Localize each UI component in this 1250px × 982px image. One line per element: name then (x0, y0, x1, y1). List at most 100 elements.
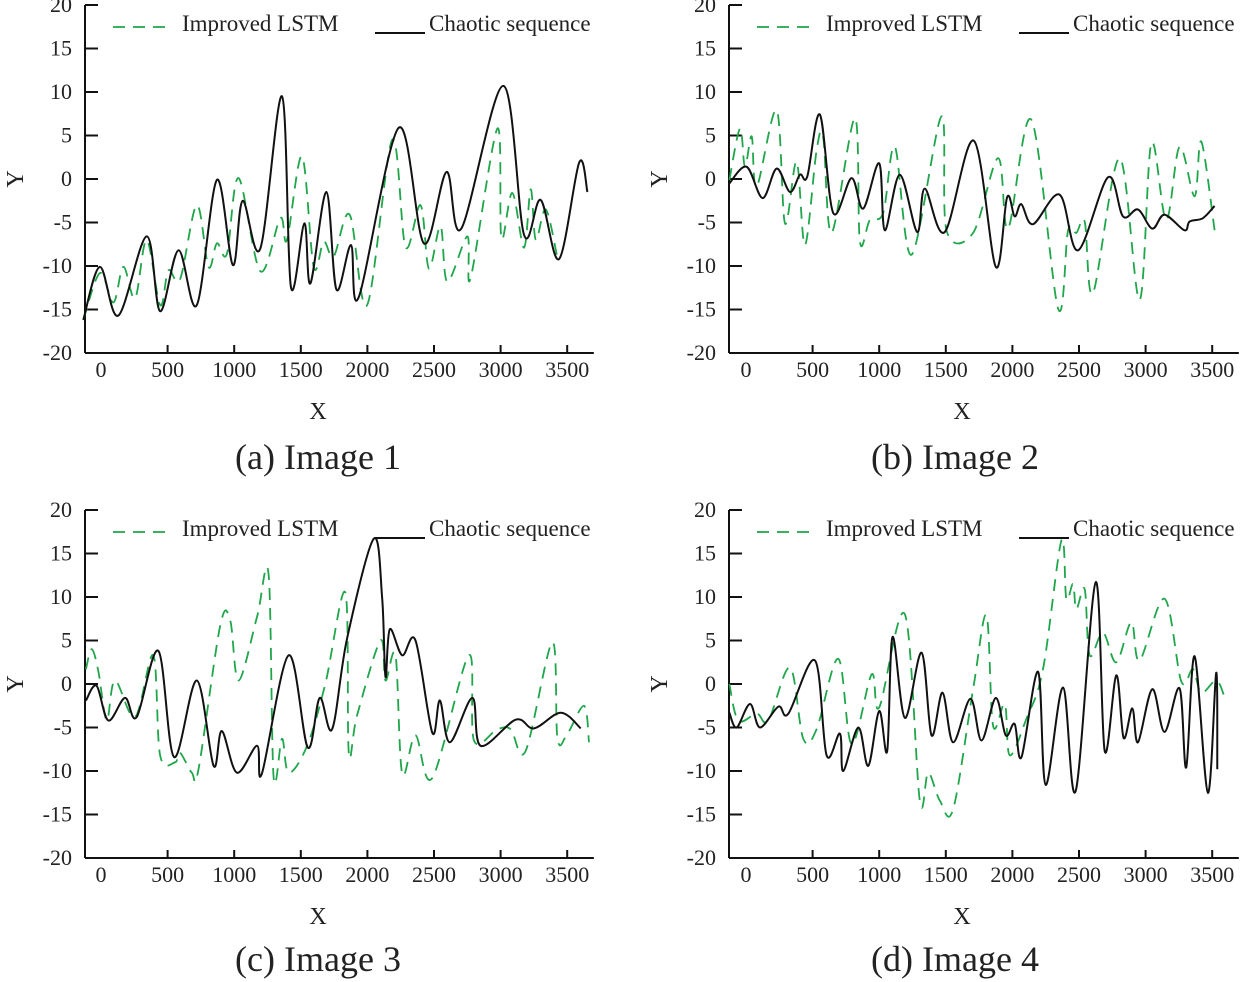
y-tick-label: 0 (61, 166, 72, 191)
x-tick-label: 3500 (545, 357, 589, 382)
x-tick-label: 3000 (479, 357, 523, 382)
x-tick-label: 2500 (412, 357, 456, 382)
legend: Improved LSTM Chaotic sequence (113, 11, 591, 36)
y-tick-label: 20 (50, 497, 72, 522)
legend-label-chaotic-sequence: Chaotic sequence (429, 516, 591, 541)
subplot-caption: (b) Image 2 (871, 437, 1039, 477)
y-tick-label: -20 (43, 340, 72, 365)
x-axis-label: X (309, 399, 326, 425)
series-improved-lstm-line (728, 538, 1226, 818)
legend: Improved LSTM Chaotic sequence (113, 516, 591, 541)
series-improved-lstm-line (85, 565, 590, 785)
y-tick-label: 15 (694, 541, 716, 566)
series-improved-lstm-line (82, 127, 559, 321)
x-tick-label: 2500 (1057, 357, 1101, 382)
y-tick-label: 0 (705, 671, 716, 696)
legend-label-improved-lstm: Improved LSTM (182, 11, 339, 36)
y-tick-label: 15 (694, 36, 716, 61)
x-tick-label: 3500 (545, 862, 589, 887)
x-tick-label: 1000 (857, 862, 901, 887)
y-tick-label: -15 (687, 802, 716, 827)
y-tick-label: -20 (687, 340, 716, 365)
x-tick-label: 0 (741, 357, 752, 382)
subplot-d: 20 15 10 5 0 -5 -10 -15 -20 0 500 1000 1500 2000 2500 3… (647, 497, 1239, 979)
y-tick-label: 20 (50, 0, 72, 17)
y-tick-label: -10 (43, 758, 72, 783)
x-tick-label: 2000 (345, 357, 389, 382)
x-tick-label: 3500 (1190, 862, 1234, 887)
y-tick-label: -10 (687, 758, 716, 783)
subplot-b: 20 15 10 5 0 -5 -10 -15 -20 0 500 1000 1500 2000 2500 3… (647, 0, 1239, 477)
y-tick-label: 0 (61, 671, 72, 696)
legend-label-improved-lstm: Improved LSTM (182, 516, 339, 541)
y-axis-label: Y (3, 170, 29, 187)
legend-label-chaotic-sequence: Chaotic sequence (1073, 11, 1235, 36)
y-tick-label: 10 (50, 584, 72, 609)
legend: Improved LSTM Chaotic sequence (757, 11, 1235, 36)
y-tick-label: 15 (50, 36, 72, 61)
x-tick-label: 1500 (279, 862, 323, 887)
legend-label-chaotic-sequence: Chaotic sequence (429, 11, 591, 36)
x-axis-label: X (953, 904, 970, 930)
y-tick-label: -5 (698, 715, 716, 740)
x-tick-label: 2500 (1057, 862, 1101, 887)
x-tick-label: 500 (151, 357, 184, 382)
x-tick-label: 3000 (1124, 862, 1168, 887)
x-tick-label: 3000 (479, 862, 523, 887)
y-tick-label: -5 (54, 210, 72, 235)
series-chaotic-sequence-line (728, 113, 1216, 269)
x-tick-label: 1500 (924, 357, 968, 382)
y-tick-label: -15 (687, 297, 716, 322)
subplot-caption: (d) Image 4 (871, 939, 1039, 979)
y-tick-label: 5 (61, 123, 72, 148)
y-axis-label: Y (647, 675, 673, 692)
x-tick-label: 2500 (412, 862, 456, 887)
x-axis-label: X (309, 904, 326, 930)
y-tick-label: -20 (687, 845, 716, 870)
y-tick-label: -5 (698, 210, 716, 235)
y-tick-label: -15 (43, 297, 72, 322)
x-axis-label: X (953, 399, 970, 425)
series-chaotic-sequence-line (82, 84, 589, 321)
y-tick-label: -5 (54, 715, 72, 740)
y-tick-label: 15 (50, 541, 72, 566)
legend-label-chaotic-sequence: Chaotic sequence (1073, 516, 1235, 541)
subplot-caption: (c) Image 3 (235, 939, 401, 979)
y-tick-label: 20 (694, 0, 716, 17)
y-tick-label: -10 (43, 253, 72, 278)
y-tick-label: 10 (50, 79, 72, 104)
x-tick-label: 1000 (857, 357, 901, 382)
x-tick-label: 2000 (345, 862, 389, 887)
x-tick-label: 1500 (279, 357, 323, 382)
x-tick-label: 0 (96, 862, 107, 887)
y-tick-label: 10 (694, 79, 716, 104)
y-tick-label: 20 (694, 497, 716, 522)
subplot-c: 20 15 10 5 0 -5 -10 -15 -20 0 500 1000 1500 2000 2500 3… (3, 497, 594, 979)
y-tick-label: -15 (43, 802, 72, 827)
x-tick-label: 1500 (924, 862, 968, 887)
y-tick-label: -20 (43, 845, 72, 870)
legend-label-improved-lstm: Improved LSTM (826, 516, 983, 541)
x-tick-label: 1000 (212, 862, 256, 887)
x-tick-label: 500 (151, 862, 184, 887)
x-tick-label: 500 (796, 357, 829, 382)
x-tick-label: 0 (741, 862, 752, 887)
legend: Improved LSTM Chaotic sequence (757, 516, 1235, 541)
y-tick-label: 10 (694, 584, 716, 609)
y-axis-label: Y (647, 170, 673, 187)
y-axis-label: Y (3, 675, 29, 692)
legend-label-improved-lstm: Improved LSTM (826, 11, 983, 36)
series-chaotic-sequence-line (85, 537, 582, 778)
subplot-a: 20 15 10 5 0 -5 -10 -15 -20 0 500 1000 1500 2000 2500 3… (3, 0, 594, 477)
y-tick-label: 5 (705, 123, 716, 148)
x-tick-label: 2000 (990, 862, 1034, 887)
series-chaotic-sequence-line (728, 581, 1219, 794)
x-tick-label: 0 (96, 357, 107, 382)
y-tick-label: 0 (705, 166, 716, 191)
series-improved-lstm-line (728, 109, 1216, 313)
y-tick-label: -10 (687, 253, 716, 278)
x-tick-label: 500 (796, 862, 829, 887)
x-tick-label: 2000 (990, 357, 1034, 382)
y-tick-label: 5 (61, 628, 72, 653)
